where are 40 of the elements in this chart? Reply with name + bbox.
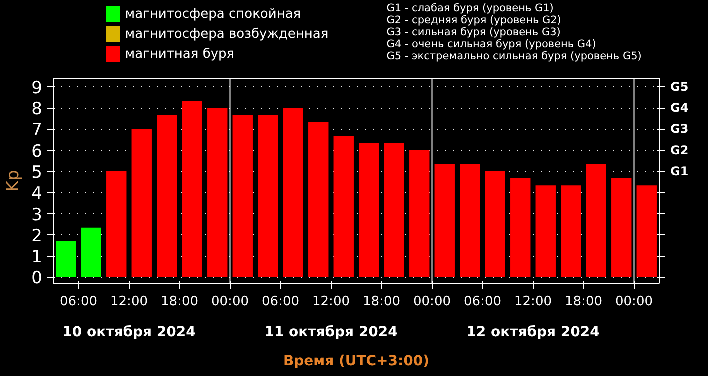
legend-label: магнитная буря [125,47,235,62]
x-tick-label: 12:00 [110,294,148,310]
y-tick-label: 4 [32,184,43,204]
y-tick-label: 7 [32,120,43,141]
y-tick-label: 2 [32,226,43,246]
x-tick-label: 00:00 [616,294,653,310]
text: 10 октября 2024 [62,324,196,340]
text: G1 - слабая буря (уровень G1) [386,2,554,14]
x-tick-label: 00:00 [414,294,451,310]
x-tick-label: 00:00 [212,294,249,310]
text: G3 [670,122,689,136]
x-tick-label: 06:00 [262,294,300,310]
legend-label: магнитосфера возбужденная [125,27,329,42]
legend-label: магнитосфера спокойная [125,7,302,22]
x-tick-label: 06:00 [60,294,98,310]
y-tick-label: 6 [32,142,43,162]
text: G2 - средняя буря (уровень G2) [386,14,562,26]
x-tick-label: 12:00 [514,294,552,310]
x-tick-label: 06:00 [464,294,502,310]
x-tick-label: 12:00 [312,294,350,310]
x-tick-label: 18:00 [161,294,198,310]
x-axis-title: Время (UTC+3:00) [283,354,430,370]
y-axis-title: Kp [4,170,24,192]
text: 12 октября 2024 [466,324,600,340]
x-tick-label: 18:00 [565,294,602,310]
text: G4 - очень сильная буря (уровень G4) [386,38,596,50]
text: 11 октября 2024 [264,324,398,340]
text: G2 [670,143,689,158]
text: G5 [670,80,689,94]
text: G5 - экстремально сильная буря (уровень G5) [386,50,642,62]
text: G4 [670,101,689,116]
y-tick-label: 0 [32,268,43,289]
y-tick-label: 1 [32,248,43,268]
x-tick-label: 18:00 [363,294,400,310]
y-tick-label: 9 [32,78,43,98]
y-tick-label: 3 [32,205,43,226]
y-tick-label: 5 [32,162,43,183]
y-tick-label: 8 [32,100,43,120]
text: G1 [670,164,689,178]
text: G3 - сильная буря (уровень G3) [386,26,561,38]
